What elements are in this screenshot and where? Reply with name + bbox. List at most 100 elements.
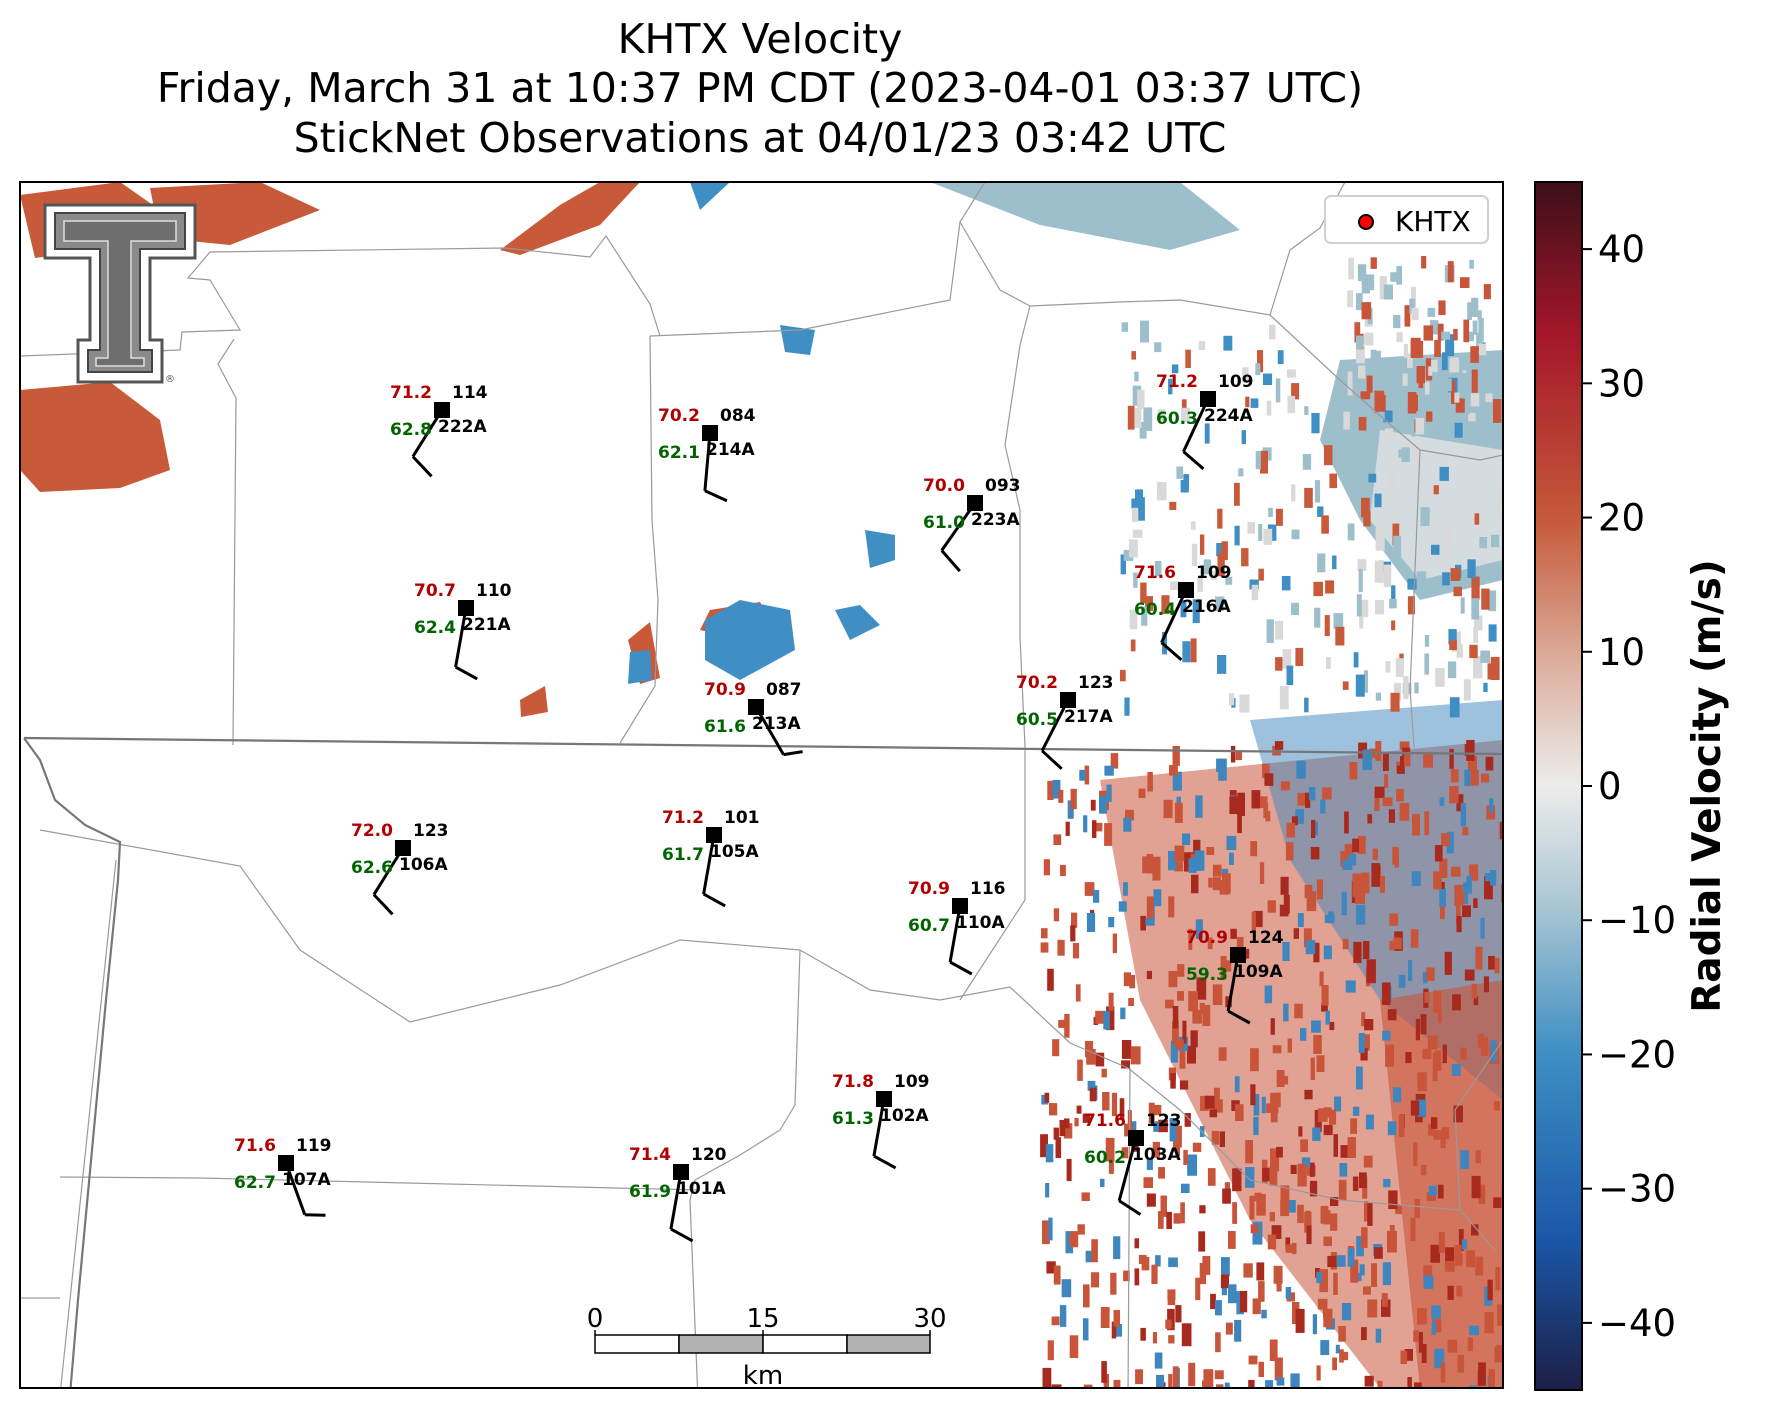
- colorbar-tick-label: 0: [1598, 765, 1622, 808]
- temperature-label: 70.9: [908, 879, 950, 899]
- wind-barb-flag: [1118, 1199, 1142, 1216]
- station-id-label: 106A: [399, 855, 448, 875]
- wind-barb: [1182, 398, 1210, 453]
- wind-barb-flag: [704, 489, 728, 503]
- wind-direction-label: 084: [720, 406, 756, 426]
- county-borders: [20, 182, 1503, 1388]
- title-line-3: StickNet Observations at 04/01/23 03:42 …: [293, 114, 1227, 162]
- wind-barb: [669, 1171, 683, 1230]
- station-id-label: 110A: [956, 913, 1005, 933]
- wind-direction-label: 087: [766, 680, 802, 700]
- dewpoint-label: 60.7: [908, 916, 950, 936]
- dewpoint-label: 60.5: [1016, 710, 1058, 730]
- station-id-label: 109A: [1234, 962, 1283, 982]
- scale-tick-0: 0: [587, 1304, 604, 1334]
- temperature-label: 71.8: [832, 1072, 874, 1092]
- station-id-label: 224A: [1204, 406, 1253, 426]
- wind-barb-flag: [940, 549, 961, 573]
- dewpoint-label: 60.2: [1084, 1148, 1126, 1168]
- wind-barb-flag: [1160, 641, 1183, 662]
- dewpoint-label: 61.3: [832, 1109, 874, 1129]
- colorbar-ticks: 40 30 20 10 0 −10 −20 −30 −40: [1582, 228, 1676, 1345]
- station-marker: [1230, 947, 1246, 963]
- wind-direction-label: 109: [1218, 372, 1254, 392]
- wind-barb: [703, 432, 712, 491]
- sticknet-stations: 71.2 114 62.8 222A 70.2 084 62.1 214A 70.0 093 61.…: [234, 372, 1284, 1243]
- station-marker: [434, 402, 450, 418]
- wind-barb: [454, 607, 468, 668]
- scale-segment-1: [594, 1334, 680, 1354]
- station-109A: 70.9 124 59.3 109A: [1186, 928, 1284, 1025]
- station-id-label: 217A: [1064, 707, 1113, 727]
- wind-barb-flag: [783, 750, 803, 757]
- station-101A: 71.4 120 61.9 101A: [629, 1145, 727, 1243]
- wind-barb-flag: [411, 455, 433, 478]
- scale-segment-2: [678, 1334, 764, 1354]
- scale-segment-3: [762, 1334, 848, 1354]
- map-legend: KHTX: [1324, 195, 1489, 244]
- station-106A: 72.0 123 62.6 106A: [351, 821, 449, 916]
- temperature-label: 70.9: [704, 680, 746, 700]
- station-marker: [1060, 692, 1076, 708]
- wind-direction-label: 123: [413, 821, 449, 841]
- station-224A: 71.2 109 60.3 224A: [1156, 372, 1254, 471]
- wind-barb: [1226, 954, 1240, 1012]
- station-marker: [673, 1164, 689, 1180]
- wind-barb-flag: [670, 1227, 694, 1243]
- station-marker: [748, 699, 764, 715]
- wind-barb-flag: [1182, 450, 1205, 471]
- wind-direction-label: 109: [894, 1072, 930, 1092]
- scale-tick-30: 30: [913, 1304, 946, 1334]
- wind-barb-flag: [1041, 749, 1063, 770]
- wind-barb-flag: [949, 960, 973, 976]
- map-frame: [19, 181, 1504, 1389]
- colorbar-tick-label: −40: [1598, 1302, 1676, 1345]
- temperature-label: 71.6: [1084, 1111, 1126, 1131]
- colorbar-tick-label: 40: [1598, 228, 1645, 271]
- temperature-label: 70.2: [1016, 673, 1058, 693]
- wind-direction-label: 093: [985, 476, 1021, 496]
- wind-barb: [948, 905, 962, 963]
- wind-barb: [1117, 1137, 1138, 1202]
- station-223A: 70.0 093 61.0 223A: [923, 476, 1021, 573]
- wind-direction-label: 123: [1146, 1111, 1182, 1131]
- station-id-label: 223A: [971, 510, 1020, 530]
- temperature-label: 70.9: [1186, 928, 1228, 948]
- station-216A: 71.6 109 60.4 216A: [1134, 563, 1232, 662]
- station-214A: 70.2 084 62.1 214A: [658, 406, 756, 503]
- texas-tech-logo: ®: [43, 203, 197, 385]
- temperature-label: 71.2: [390, 383, 432, 403]
- station-217A: 70.2 123 60.5 217A: [1016, 673, 1114, 770]
- wind-direction-label: 109: [1196, 563, 1232, 583]
- wind-direction-label: 124: [1248, 928, 1284, 948]
- station-id-label: 222A: [438, 417, 487, 437]
- legend-label: KHTX: [1395, 205, 1471, 238]
- temperature-label: 71.6: [234, 1136, 276, 1156]
- temperature-label: 70.2: [658, 406, 700, 426]
- station-id-label: 214A: [706, 440, 755, 460]
- legend-box: [1324, 195, 1489, 244]
- wind-direction-label: 101: [724, 808, 760, 828]
- dewpoint-label: 60.4: [1134, 600, 1176, 620]
- station-marker: [395, 840, 411, 856]
- station-221A: 70.7 110 62.4 221A: [414, 581, 512, 681]
- station-id-label: 105A: [710, 842, 759, 862]
- wind-barb-flag: [1227, 1009, 1251, 1025]
- station-marker: [706, 827, 722, 843]
- wind-barb-flag: [454, 665, 478, 681]
- dewpoint-label: 62.1: [658, 443, 700, 463]
- station-id-label: 102A: [880, 1106, 929, 1126]
- wind-barb: [284, 1162, 307, 1216]
- colorbar-tick-label: 30: [1598, 362, 1645, 405]
- temperature-label: 70.7: [414, 581, 456, 601]
- wind-direction-label: 120: [691, 1145, 727, 1165]
- station-marker: [1200, 391, 1216, 407]
- wind-barb: [1160, 589, 1188, 644]
- station-id-label: 107A: [282, 1170, 331, 1190]
- station-102A: 71.8 109 61.3 102A: [832, 1072, 930, 1170]
- legend-marker-icon: [1358, 214, 1374, 230]
- scale-tick-15: 15: [746, 1304, 779, 1334]
- temperature-label: 70.0: [923, 476, 965, 496]
- wind-direction-label: 116: [970, 879, 1006, 899]
